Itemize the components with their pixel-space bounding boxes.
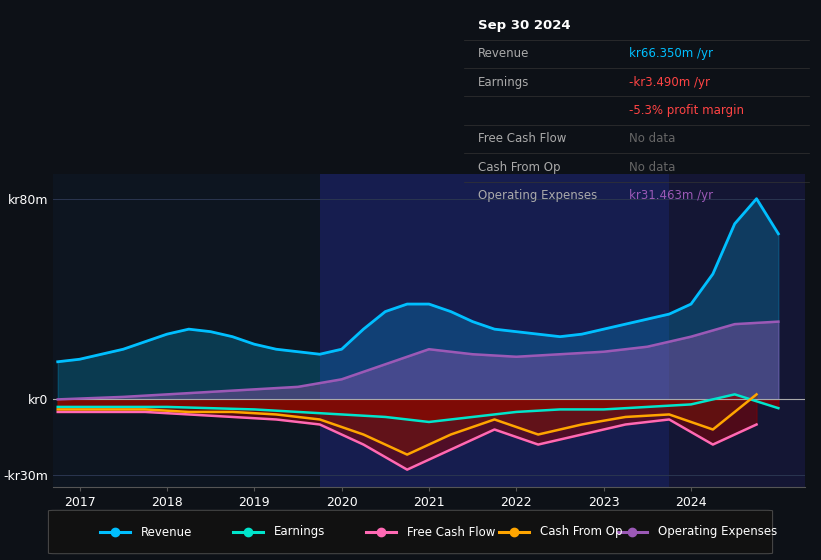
Text: Revenue: Revenue — [141, 525, 192, 539]
Text: Cash From Op: Cash From Op — [540, 525, 622, 539]
Text: Earnings: Earnings — [478, 76, 529, 88]
Text: Cash From Op: Cash From Op — [478, 161, 560, 174]
FancyBboxPatch shape — [48, 510, 773, 554]
Text: Operating Expenses: Operating Expenses — [658, 525, 777, 539]
Text: Free Cash Flow: Free Cash Flow — [407, 525, 495, 539]
Text: Revenue: Revenue — [478, 47, 529, 60]
Text: Operating Expenses: Operating Expenses — [478, 189, 597, 202]
Bar — [669, 174, 805, 487]
Text: kr66.350m /yr: kr66.350m /yr — [630, 47, 713, 60]
Text: kr31.463m /yr: kr31.463m /yr — [630, 189, 713, 202]
Text: No data: No data — [630, 161, 676, 174]
Text: Earnings: Earnings — [274, 525, 325, 539]
Text: -kr3.490m /yr: -kr3.490m /yr — [630, 76, 710, 88]
Bar — [320, 174, 669, 487]
Text: Sep 30 2024: Sep 30 2024 — [478, 19, 571, 32]
Text: Free Cash Flow: Free Cash Flow — [478, 133, 566, 146]
Text: -5.3% profit margin: -5.3% profit margin — [630, 104, 745, 117]
Text: No data: No data — [630, 133, 676, 146]
